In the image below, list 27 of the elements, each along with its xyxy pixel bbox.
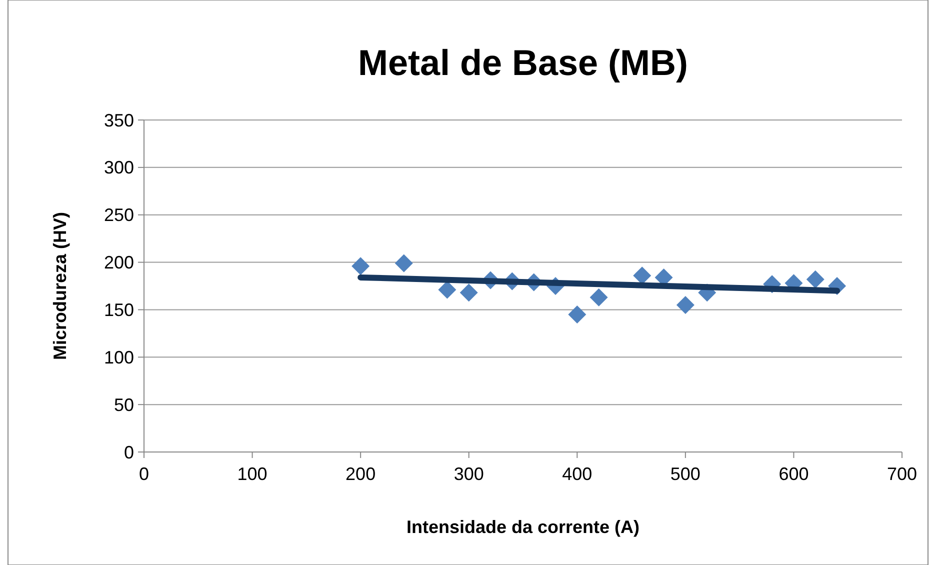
y-tick-label: 250 xyxy=(104,205,134,226)
x-tick-label: 500 xyxy=(670,464,700,484)
point xyxy=(460,284,478,302)
y-axis-title: Microdureza (HV) xyxy=(50,212,70,360)
x-axis-title: Intensidade da corrente (A) xyxy=(406,517,640,537)
x-tick-label: 600 xyxy=(778,464,809,484)
x-tick-label: 0 xyxy=(138,464,150,484)
chart-title: Metal de Base (MB) xyxy=(358,42,688,83)
y-tick-label: 200 xyxy=(104,252,134,273)
point xyxy=(806,270,824,288)
point xyxy=(394,254,413,272)
x-tick-label: 200 xyxy=(346,464,376,484)
x-tick-label: 700 xyxy=(886,464,918,484)
point xyxy=(676,296,694,314)
x-tick-label: 100 xyxy=(237,464,268,484)
y-tick-label: 50 xyxy=(114,394,134,415)
x-tick-label: 300 xyxy=(454,464,484,484)
point xyxy=(590,288,608,306)
x-tick-label: 400 xyxy=(562,464,592,484)
point xyxy=(568,305,586,324)
y-tick-label: 350 xyxy=(104,110,134,130)
y-tick-label: 150 xyxy=(104,300,134,320)
point xyxy=(438,280,456,299)
point xyxy=(352,257,370,276)
y-tick-label: 100 xyxy=(104,347,134,368)
y-tick-label: 300 xyxy=(104,158,134,178)
y-tick-label: 0 xyxy=(124,442,134,462)
